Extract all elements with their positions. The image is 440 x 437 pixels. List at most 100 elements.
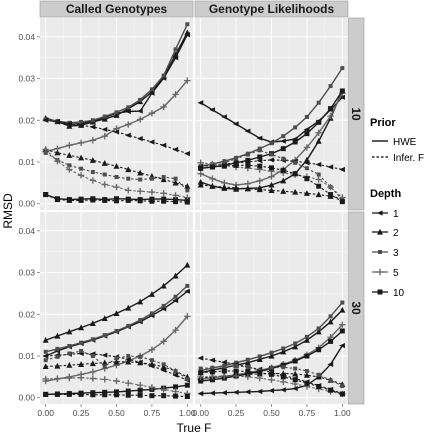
- point-depth-5: [148, 109, 156, 117]
- point-depth-5: [148, 346, 156, 353]
- legend-depth-1-marker: [376, 210, 383, 216]
- point-depth-1: [291, 385, 298, 392]
- point-depth-3: [43, 150, 48, 155]
- point-depth-3: [316, 172, 321, 177]
- point-depth-3: [114, 175, 119, 180]
- point-depth-3: [114, 356, 119, 361]
- point-depth-2: [101, 315, 108, 322]
- strip-label-genotype-likelihoods: Genotype Likelihoods: [209, 2, 335, 16]
- point-depth-5: [160, 338, 167, 345]
- point-depth-10: [221, 368, 227, 374]
- point-depth-2: [78, 361, 85, 367]
- point-depth-10: [339, 88, 345, 94]
- point-depth-2: [315, 191, 322, 198]
- point-depth-10: [161, 198, 167, 204]
- point-depth-10: [304, 353, 310, 359]
- point-depth-5: [303, 144, 311, 151]
- point-depth-1: [101, 126, 108, 133]
- point-depth-10: [328, 338, 334, 344]
- point-depth-2: [66, 152, 73, 158]
- point-depth-2: [292, 188, 299, 195]
- point-depth-3: [149, 311, 154, 316]
- x-tick-label: 0.00: [37, 408, 54, 418]
- point-depth-1: [197, 390, 204, 397]
- point-depth-2: [137, 169, 144, 176]
- point-depth-3: [114, 110, 119, 115]
- point-depth-3: [328, 314, 333, 319]
- strip-label-row-30: 30: [349, 301, 363, 315]
- point-depth-3: [43, 349, 48, 354]
- point-depth-5: [244, 373, 252, 381]
- point-depth-5: [184, 313, 191, 320]
- point-depth-2: [303, 190, 310, 196]
- point-depth-3: [293, 366, 298, 371]
- point-depth-10: [257, 163, 263, 169]
- point-depth-3: [90, 118, 95, 123]
- point-depth-2: [292, 343, 299, 350]
- strip-called-genotypes: [39, 0, 194, 18]
- point-depth-2: [89, 320, 96, 327]
- legend-depth-2-label: 2: [393, 228, 399, 239]
- point-depth-10: [221, 163, 227, 169]
- point-depth-10: [304, 380, 310, 386]
- point-depth-5: [66, 142, 73, 149]
- point-depth-3: [126, 354, 131, 358]
- point-depth-10: [198, 370, 204, 376]
- point-depth-1: [172, 146, 179, 153]
- point-depth-5: [101, 376, 108, 383]
- y-tick-label: 0.03: [18, 74, 35, 84]
- point-depth-3: [245, 152, 250, 157]
- point-depth-5: [221, 372, 228, 380]
- point-depth-2: [172, 51, 179, 58]
- x-tick-label: 1.00: [334, 408, 351, 418]
- point-depth-3: [304, 369, 309, 374]
- point-depth-1: [148, 139, 155, 145]
- point-depth-1: [221, 359, 227, 365]
- point-depth-10: [173, 199, 179, 205]
- point-depth-10: [161, 393, 167, 399]
- point-depth-10: [198, 165, 204, 171]
- point-depth-1: [232, 389, 239, 395]
- point-depth-5: [315, 176, 322, 183]
- point-depth-5: [256, 177, 263, 184]
- point-depth-5: [256, 374, 263, 382]
- point-depth-10: [233, 368, 239, 374]
- y-tick-label: 0.02: [18, 115, 35, 125]
- point-depth-10: [173, 393, 179, 399]
- point-depth-3: [161, 362, 166, 367]
- point-depth-3: [185, 376, 190, 381]
- point-depth-5: [113, 377, 120, 385]
- point-depth-2: [148, 361, 155, 367]
- point-depth-10: [257, 370, 263, 376]
- point-depth-10: [102, 392, 108, 398]
- legend-depth-5-marker: [376, 268, 384, 276]
- point-depth-10: [149, 198, 155, 204]
- point-depth-3: [149, 176, 154, 181]
- point-depth-10: [149, 393, 155, 399]
- point-depth-3: [138, 97, 143, 102]
- point-depth-3: [67, 351, 72, 356]
- point-depth-5: [327, 112, 334, 120]
- point-depth-5: [136, 188, 144, 195]
- point-depth-2: [66, 122, 73, 129]
- point-depth-5: [339, 321, 346, 328]
- point-depth-3: [102, 172, 107, 177]
- point-depth-5: [89, 368, 97, 376]
- point-depth-2: [125, 358, 132, 365]
- point-depth-3: [304, 166, 309, 171]
- point-depth-10: [292, 139, 298, 145]
- strip-label-called-genotypes: Called Genotypes: [66, 2, 168, 16]
- point-depth-10: [209, 369, 215, 375]
- point-depth-2: [339, 306, 346, 313]
- point-depth-3: [55, 346, 60, 351]
- point-depth-3: [102, 114, 107, 119]
- point-depth-3: [340, 384, 345, 389]
- point-depth-2: [221, 183, 228, 190]
- point-depth-10: [269, 165, 274, 171]
- point-depth-3: [340, 300, 345, 305]
- point-depth-2: [101, 359, 108, 366]
- point-depth-2: [268, 181, 275, 188]
- point-depth-5: [232, 372, 240, 380]
- point-depth-1: [303, 126, 310, 133]
- point-depth-1: [280, 138, 286, 144]
